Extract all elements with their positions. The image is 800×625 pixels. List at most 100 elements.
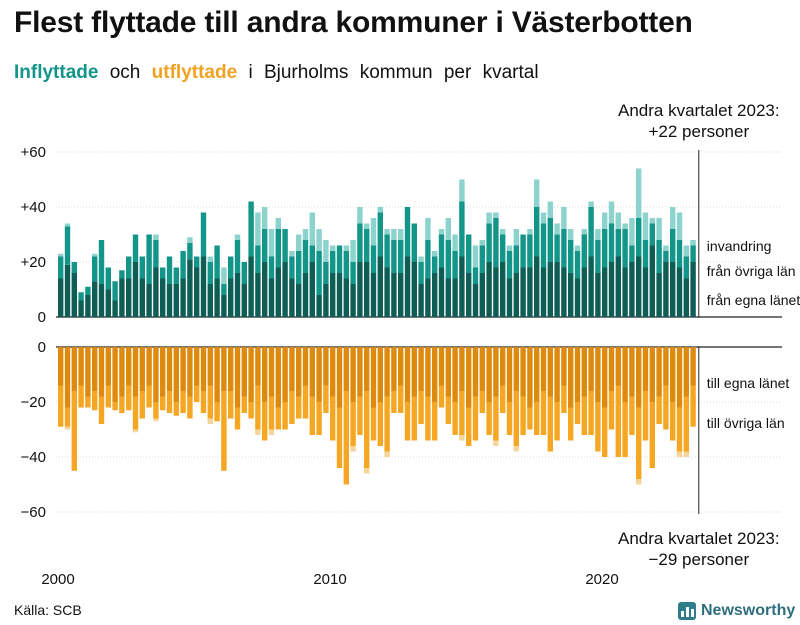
inflow-bar [642, 240, 649, 268]
inflow-bar [670, 207, 676, 229]
outflow-bar [670, 347, 676, 402]
outflow-callout-line2: −29 personer [648, 550, 749, 569]
outflow-bar [472, 347, 479, 397]
inflow-bar [438, 267, 445, 317]
outflow-bar [568, 347, 574, 408]
inflow-bar [357, 207, 363, 224]
inflow-bar [479, 240, 485, 246]
outflow-bar [432, 402, 438, 441]
outflow-bar [690, 347, 696, 386]
outflow-bar [85, 347, 91, 397]
inflow-bar [547, 262, 553, 317]
outflow-bar [58, 385, 64, 427]
outflow-ytick-label: −20 [21, 394, 46, 411]
inflow-bar [221, 267, 227, 284]
outflow-bar [411, 396, 417, 441]
inflow-bar [112, 281, 118, 301]
inflow-bar [350, 262, 356, 284]
inflow-bar [629, 262, 635, 317]
chart-subtitle: Inflyttade och utflyttade i Bjurholms ko… [14, 62, 545, 84]
inflow-bar [513, 229, 519, 246]
inflow-bar [581, 234, 587, 268]
inflow-bar [58, 256, 64, 279]
inflow-bar [207, 262, 213, 284]
outflow-bar [438, 347, 445, 386]
inflow-bar [119, 278, 125, 317]
inflow-bar [479, 245, 485, 273]
inflow-bar [391, 273, 397, 317]
outflow-bar [656, 347, 662, 397]
inflow-bar [71, 273, 77, 317]
outflow-bar [275, 347, 281, 408]
outflow-bar [207, 418, 213, 424]
inflow-bar [336, 273, 343, 317]
outflow-bar [282, 347, 288, 402]
outflow-bar [268, 396, 275, 430]
inflow-bar [595, 229, 601, 240]
inflow-bar [268, 256, 275, 279]
outflow-bar [200, 391, 207, 413]
outflow-bar [608, 391, 615, 430]
inflow-bar [364, 223, 370, 229]
outflow-bar [418, 347, 424, 391]
inflow-bar [98, 284, 105, 317]
inflow-bar [472, 267, 479, 284]
inflow-bar [309, 245, 315, 262]
outflow-bars [58, 347, 696, 485]
outflow-bar [187, 347, 193, 397]
outflow-bar [520, 347, 526, 397]
outflow-bar [561, 347, 567, 386]
inflow-ytick-label: +20 [21, 254, 46, 271]
outflow-bar [105, 347, 111, 386]
inflow-bar [561, 229, 567, 268]
outflow-bar [683, 396, 689, 452]
outflow-bar [472, 396, 479, 441]
outflow-bar [153, 347, 159, 402]
inflow-bar [105, 267, 111, 290]
outflow-bar [64, 426, 71, 430]
outflow-bar [262, 402, 268, 441]
outflow-bar [71, 391, 77, 471]
outflow-bar [656, 396, 662, 424]
outflow-bar [146, 385, 152, 408]
outflow-bar [357, 347, 363, 397]
inflow-bar [370, 218, 377, 246]
inflow-bar [581, 229, 587, 235]
inflow-bar [275, 229, 281, 268]
outflow-bar [506, 402, 513, 435]
inflow-bar [153, 234, 159, 240]
outflow-bar [98, 396, 105, 424]
inflow-bar [139, 278, 145, 317]
subtitle-och: och [109, 62, 141, 83]
outflow-bar [370, 407, 377, 441]
inflow-bar [289, 251, 295, 257]
outflow-bar [445, 347, 451, 397]
outflow-bar [166, 347, 173, 391]
outflow-bar [64, 347, 71, 408]
inflow-bar [234, 273, 241, 317]
outflow-bar [166, 391, 173, 413]
inflow-bar [384, 267, 390, 317]
inflow-bar [506, 251, 513, 279]
outflow-bar [445, 396, 451, 424]
outflow-bar [309, 347, 315, 397]
inflow-bar [636, 218, 642, 257]
inflow-bar [262, 229, 268, 262]
outflow-bar [493, 347, 499, 397]
outflow-bar [629, 347, 635, 397]
inflow-bar [608, 223, 615, 262]
outflow-bar [479, 347, 485, 391]
inflow-bar [377, 207, 383, 213]
outflow-bar [459, 347, 465, 391]
inflow-bar [411, 223, 417, 262]
outflow-bar [98, 347, 105, 397]
outflow-bar [479, 391, 485, 413]
outflow-bar [649, 402, 655, 468]
inflow-bar [649, 218, 655, 224]
inflow-bar [676, 267, 683, 317]
outflow-bar [343, 391, 349, 485]
inflow-bar [683, 245, 689, 257]
inflow-bar [568, 229, 574, 240]
outflow-bar [527, 347, 533, 408]
inflow-bar [323, 240, 329, 262]
